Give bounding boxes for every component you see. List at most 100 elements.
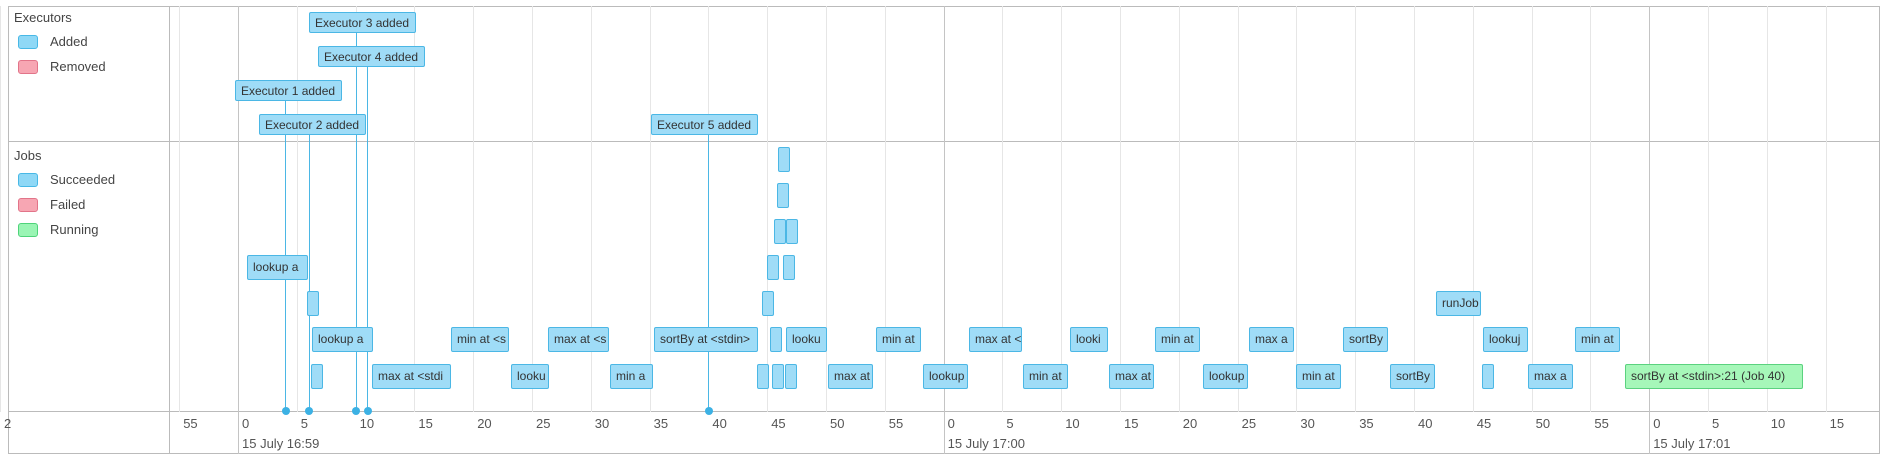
executor-event-item[interactable]: Executor 3 added (309, 12, 416, 33)
job-item[interactable]: max at (828, 364, 873, 389)
axis-tick-label: 20 (477, 416, 492, 431)
axis-tick-label: 2 (4, 416, 12, 431)
minor-gridline (1825, 6, 1827, 412)
job-item[interactable] (757, 364, 769, 389)
executors-group-title: Executors (14, 10, 72, 25)
legend-executor-removed: Removed (18, 59, 106, 74)
removed-swatch (18, 59, 38, 74)
job-item[interactable]: max at <stdi (372, 364, 451, 389)
job-item[interactable]: lookup a (247, 255, 308, 280)
job-item[interactable]: lookup (923, 364, 968, 389)
minor-gridline (0, 6, 1, 412)
executor-event-dot (352, 407, 361, 415)
job-item[interactable]: min at <s (451, 327, 509, 352)
minor-gridline (649, 6, 651, 412)
job-item[interactable]: sortBy (1343, 327, 1388, 352)
minor-gridline (179, 6, 181, 412)
minor-gridline (1472, 6, 1474, 412)
legend-job-succeeded: Succeeded (18, 172, 115, 187)
job-item[interactable] (777, 183, 789, 208)
job-item[interactable] (311, 364, 323, 389)
minor-gridline (767, 6, 769, 412)
minor-gridline (1590, 6, 1592, 412)
job-item[interactable] (785, 364, 797, 389)
job-item[interactable] (1482, 364, 1494, 389)
job-item[interactable]: looku (511, 364, 549, 389)
axis-tick-label: 15 (1124, 416, 1139, 431)
minor-gridline (590, 6, 592, 412)
axis-tick-label: 30 (594, 416, 610, 431)
job-item[interactable]: max a (1528, 364, 1573, 389)
major-gridline (943, 6, 945, 454)
axis-tick-label: 35 (1359, 416, 1374, 431)
axis-major-label: 15 July 17:01 (1653, 436, 1731, 451)
job-item[interactable] (774, 219, 786, 244)
job-item[interactable]: max at (1109, 364, 1154, 389)
job-item[interactable]: min at (1155, 327, 1200, 352)
major-gridline (1649, 6, 1651, 454)
minor-gridline (1355, 6, 1357, 412)
minor-gridline (1708, 6, 1709, 412)
job-item[interactable] (783, 255, 795, 280)
job-item[interactable] (770, 327, 782, 352)
minor-gridline (1178, 6, 1180, 412)
job-item[interactable]: sortBy at <stdin> (654, 327, 758, 352)
job-item[interactable] (778, 147, 790, 172)
job-item[interactable]: min at (1023, 364, 1068, 389)
axis-tick-label: 35 (653, 416, 669, 431)
executor-event-item[interactable]: Executor 2 added (259, 114, 366, 135)
axis-tick-label: 25 (536, 416, 551, 431)
axis-tick-label: 55 (888, 416, 904, 431)
job-item[interactable]: lookup a (312, 327, 373, 352)
executor-event-stem (308, 135, 310, 411)
job-item[interactable]: min at (1296, 364, 1341, 389)
axis-major-label: 15 July 16:59 (242, 436, 320, 451)
job-item[interactable] (307, 291, 319, 316)
axis-tick-label: 45 (1476, 416, 1492, 431)
axis-tick-label: 40 (712, 416, 727, 431)
job-item[interactable]: max at <s (548, 327, 609, 352)
axis-tick-label: 45 (771, 416, 786, 431)
minor-gridline (532, 6, 533, 412)
job-item[interactable] (767, 255, 779, 280)
running-job-item[interactable]: sortBy at <stdin>:21 (Job 40) (1625, 364, 1803, 389)
job-item[interactable] (762, 291, 774, 316)
axis-tick-label: 10 (1770, 416, 1786, 431)
failed-swatch (18, 197, 38, 212)
axis-tick-label: 15 (418, 416, 433, 431)
job-item[interactable]: lookup (1203, 364, 1248, 389)
minor-gridline (826, 6, 827, 412)
executor-event-item[interactable]: Executor 1 added (235, 80, 342, 101)
job-item[interactable]: max a (1249, 327, 1294, 352)
job-item[interactable]: looki (1070, 327, 1108, 352)
axis-tick-label: 25 (1241, 416, 1257, 431)
axis-tick-label: 0 (242, 416, 250, 431)
job-item[interactable]: sortBy (1390, 364, 1435, 389)
minor-gridline (1061, 6, 1063, 412)
legend-executor-added: Added (18, 34, 88, 49)
job-item[interactable] (772, 364, 784, 389)
minor-gridline (414, 6, 416, 412)
minor-gridline (1120, 6, 1121, 412)
executor-event-dot (305, 407, 314, 415)
job-item[interactable]: max at < (969, 327, 1022, 352)
job-item[interactable]: min at (1575, 327, 1620, 352)
job-item[interactable]: looku (786, 327, 827, 352)
job-item[interactable]: min a (610, 364, 653, 389)
job-item[interactable] (786, 219, 798, 244)
job-item[interactable]: lookuj (1483, 327, 1528, 352)
axis-tick-label: 20 (1182, 416, 1198, 431)
axis-tick-label: 0 (947, 416, 955, 431)
executor-event-stem (367, 67, 369, 411)
minor-gridline (473, 6, 475, 412)
axis-major-label: 15 July 17:00 (947, 436, 1025, 451)
executor-event-item[interactable]: Executor 5 added (651, 114, 758, 135)
job-item[interactable]: runJob (1436, 291, 1481, 316)
job-item[interactable]: min at (876, 327, 921, 352)
minor-gridline (1002, 6, 1004, 412)
legend-job-failed: Failed (18, 197, 85, 212)
executor-event-item[interactable]: Executor 4 added (318, 46, 425, 67)
time-axis-label-column (8, 411, 170, 454)
minor-gridline (1531, 6, 1533, 412)
